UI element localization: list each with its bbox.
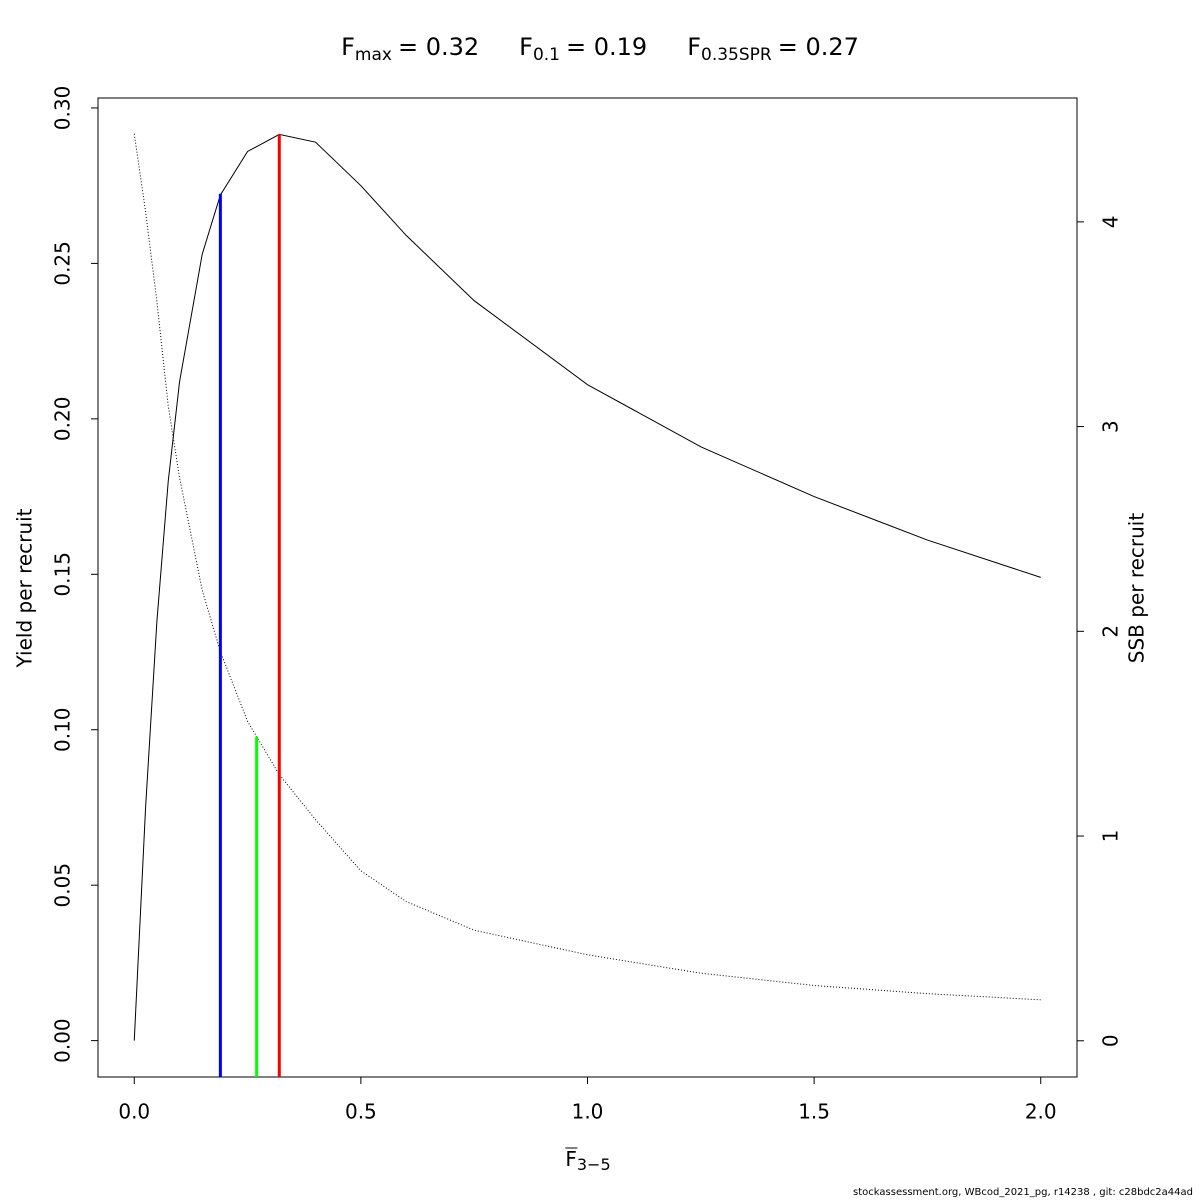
title-symbol: F xyxy=(687,33,701,61)
y-tick-label: 0.25 xyxy=(51,241,75,286)
y2-tick-label: 4 xyxy=(1099,215,1123,228)
x-tick-label: 0.5 xyxy=(345,1100,377,1124)
title-subscript: 0.35SPR xyxy=(701,45,772,65)
plot-frame xyxy=(97,97,1078,1078)
chart-title: Fmax = 0.32 F0.1 = 0.19 F0.35SPR = 0.27 xyxy=(341,33,859,65)
y2-tick-label: 0 xyxy=(1099,1034,1123,1047)
title-symbol: F xyxy=(519,33,533,61)
x-tick-label: 2.0 xyxy=(1025,1100,1057,1124)
title-subscript: max xyxy=(355,45,392,65)
title-value: = 0.32 xyxy=(398,33,479,61)
y2-tick-label: 1 xyxy=(1099,830,1123,843)
y-axis-label: Yield per recruit xyxy=(13,508,37,668)
x-label-subscript: 3−5 xyxy=(577,1155,611,1174)
y-tick-label: 0.05 xyxy=(51,863,75,908)
x-tick-label: 0.0 xyxy=(118,1100,150,1124)
x-label-symbol: F xyxy=(565,1147,577,1171)
y-tick-label: 0.30 xyxy=(51,86,75,131)
y-tick-label: 0.00 xyxy=(51,1018,75,1063)
curve xyxy=(133,133,1041,1041)
footer: stockassessment.org, WBcod_2021_pg, r142… xyxy=(853,1187,1193,1198)
title-subscript: 0.1 xyxy=(533,45,560,65)
x-axis-label: F3−5 xyxy=(565,1147,610,1174)
title-value: = 0.27 xyxy=(778,33,859,61)
title-value: = 0.19 xyxy=(566,33,647,61)
y-tick-label: 0.15 xyxy=(51,552,75,597)
curve xyxy=(133,133,1041,1001)
title-symbol: F xyxy=(341,33,355,61)
y2-axis-label: SSB per recruit xyxy=(1125,513,1149,664)
x-tick-label: 1.0 xyxy=(572,1100,604,1124)
y-tick-label: 0.20 xyxy=(51,397,75,442)
x-tick-label: 1.5 xyxy=(798,1100,830,1124)
y2-tick-label: 2 xyxy=(1099,625,1123,638)
y-tick-label: 0.10 xyxy=(51,707,75,752)
y2-tick-label: 3 xyxy=(1099,420,1123,433)
